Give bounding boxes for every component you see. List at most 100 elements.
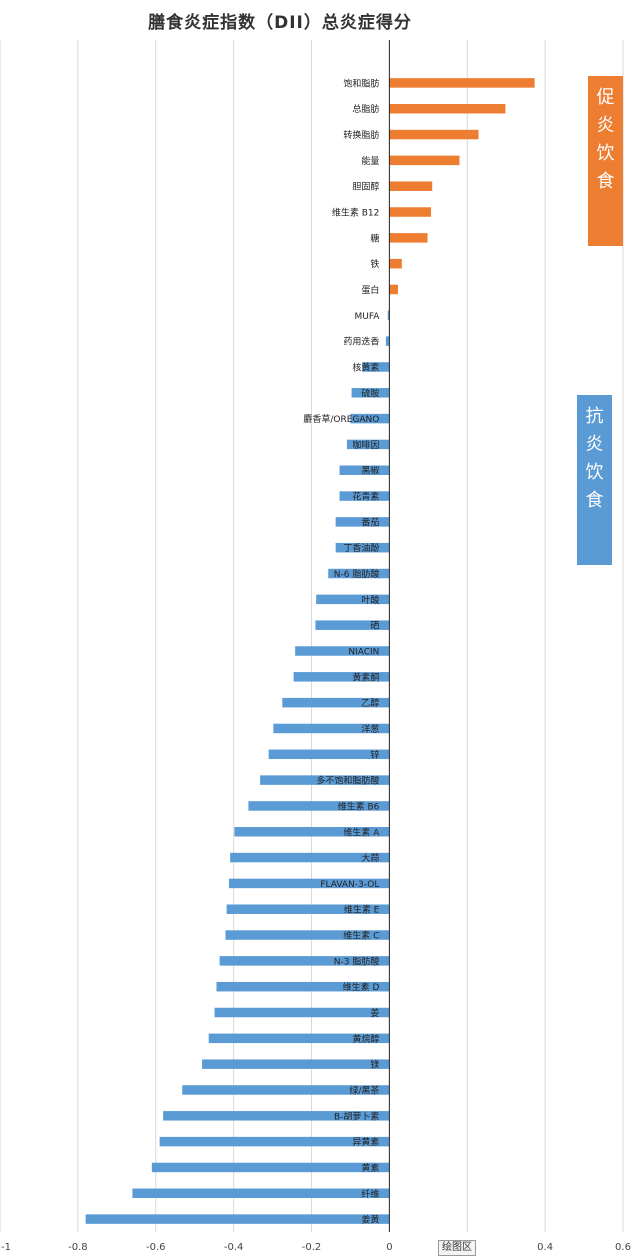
bar — [216, 981, 390, 992]
bar — [228, 878, 390, 889]
category-label: 能量 — [361, 155, 379, 167]
legend-anti-inflammatory: 抗炎饮食 — [577, 395, 612, 565]
bar — [350, 413, 390, 424]
x-tick-label: -0.8 — [68, 1242, 88, 1253]
bar — [234, 827, 390, 837]
category-label: MUFA — [355, 312, 381, 322]
bar — [273, 723, 390, 734]
category-label: 总脂肪 — [352, 103, 379, 115]
category-label: 硫胺 — [361, 387, 379, 399]
category-label: 铁 — [370, 258, 379, 270]
bar — [230, 852, 390, 863]
category-label: 绿/黑茶 — [349, 1084, 379, 1096]
category-label: FLAVAN-3-OL — [320, 880, 379, 890]
category-label: 咖啡因 — [352, 439, 379, 451]
bar — [226, 904, 390, 914]
x-tick-label: -0.6 — [146, 1242, 166, 1253]
category-label: 番茄 — [361, 516, 379, 528]
bar — [389, 181, 433, 191]
grid-lines — [0, 40, 624, 1232]
bar — [159, 1136, 390, 1147]
category-label: N-6 脂肪酸 — [334, 568, 380, 580]
category-label: 麝香草/OREGANO — [303, 413, 379, 425]
bar — [389, 207, 432, 217]
category-label: 黑椒 — [361, 465, 379, 477]
category-label: 维生素 C — [343, 930, 379, 942]
x-tick-label: -0.4 — [224, 1242, 244, 1253]
category-label: 大蒜 — [361, 852, 379, 864]
bar — [335, 542, 390, 553]
bar — [346, 439, 390, 450]
bar — [328, 568, 390, 579]
x-tick-label: -1 — [1, 1242, 11, 1253]
category-label: B-胡萝卜素 — [334, 1110, 379, 1122]
bar — [387, 310, 390, 321]
category-label: NIACIN — [348, 648, 379, 658]
bar — [362, 362, 390, 372]
bar — [85, 1214, 390, 1224]
category-label: 姜黄 — [361, 1214, 379, 1226]
x-tick-label: 0.4 — [537, 1242, 553, 1253]
category-label: 乙醇 — [361, 697, 379, 709]
bar — [315, 620, 390, 630]
category-label: N-3 脂肪酸 — [334, 955, 380, 967]
category-label: 洋葱 — [361, 723, 379, 735]
category-label: 药用迭香 — [343, 336, 379, 348]
category-label: 维生素 B12 — [332, 207, 380, 219]
category-label: 转换脂肪 — [343, 129, 379, 141]
bar — [389, 103, 506, 114]
bar — [295, 646, 390, 656]
bar — [385, 336, 390, 346]
legend-pro-label: 促炎饮食 — [596, 87, 615, 192]
bar — [163, 1111, 390, 1121]
chart-title: 膳食炎症指数（DII）总炎症得分 — [148, 13, 412, 33]
bar — [219, 956, 390, 966]
bar — [335, 517, 390, 527]
bar — [339, 491, 390, 501]
category-label: 黄素 — [361, 1162, 379, 1174]
bar — [389, 129, 479, 140]
category-label: 黄烷醇 — [352, 1033, 379, 1045]
category-label: 姜 — [370, 1007, 379, 1019]
bar — [389, 284, 398, 295]
category-label: 花青素 — [352, 491, 379, 503]
bar — [151, 1162, 390, 1173]
bar — [293, 672, 390, 682]
category-label: 蛋白 — [361, 284, 379, 296]
bars — [85, 40, 535, 1232]
category-label: 胆固醇 — [352, 181, 379, 193]
category-label: 硒 — [370, 621, 379, 632]
bar — [248, 801, 390, 811]
bar — [316, 594, 390, 605]
bar — [351, 388, 390, 398]
bar — [268, 749, 390, 760]
bar — [225, 930, 390, 940]
bar — [389, 258, 402, 269]
category-label: 核黄素 — [352, 361, 379, 373]
x-tick-label: 0.6 — [615, 1242, 631, 1253]
bar — [260, 775, 390, 785]
category-label: 维生素 B6 — [338, 800, 380, 812]
bar — [389, 78, 535, 88]
category-label: 维生素 E — [344, 904, 380, 916]
plot-area-tooltip: 绘图区 — [438, 1240, 476, 1256]
category-label: 叶酸 — [361, 595, 379, 606]
x-tick-label: -0.2 — [302, 1242, 322, 1253]
category-label: 糖 — [370, 232, 379, 244]
legend-pro-inflammatory: 促炎饮食 — [588, 76, 623, 246]
bar — [339, 465, 390, 475]
category-label: 锌 — [370, 749, 379, 761]
x-tick-label: 0 — [386, 1242, 392, 1253]
bar — [208, 1033, 390, 1044]
category-label: 多不饱和脂肪酸 — [316, 775, 379, 787]
bar — [282, 697, 390, 708]
category-label: 镁 — [370, 1059, 379, 1071]
category-label: 黄素酮 — [352, 671, 379, 683]
category-label: 异黄素 — [352, 1136, 379, 1148]
bar — [389, 155, 460, 166]
category-label: 丁香油酚 — [343, 542, 379, 554]
bar — [202, 1059, 390, 1069]
legend-anti-label: 抗炎饮食 — [585, 406, 604, 511]
category-label: 维生素 D — [343, 981, 380, 993]
